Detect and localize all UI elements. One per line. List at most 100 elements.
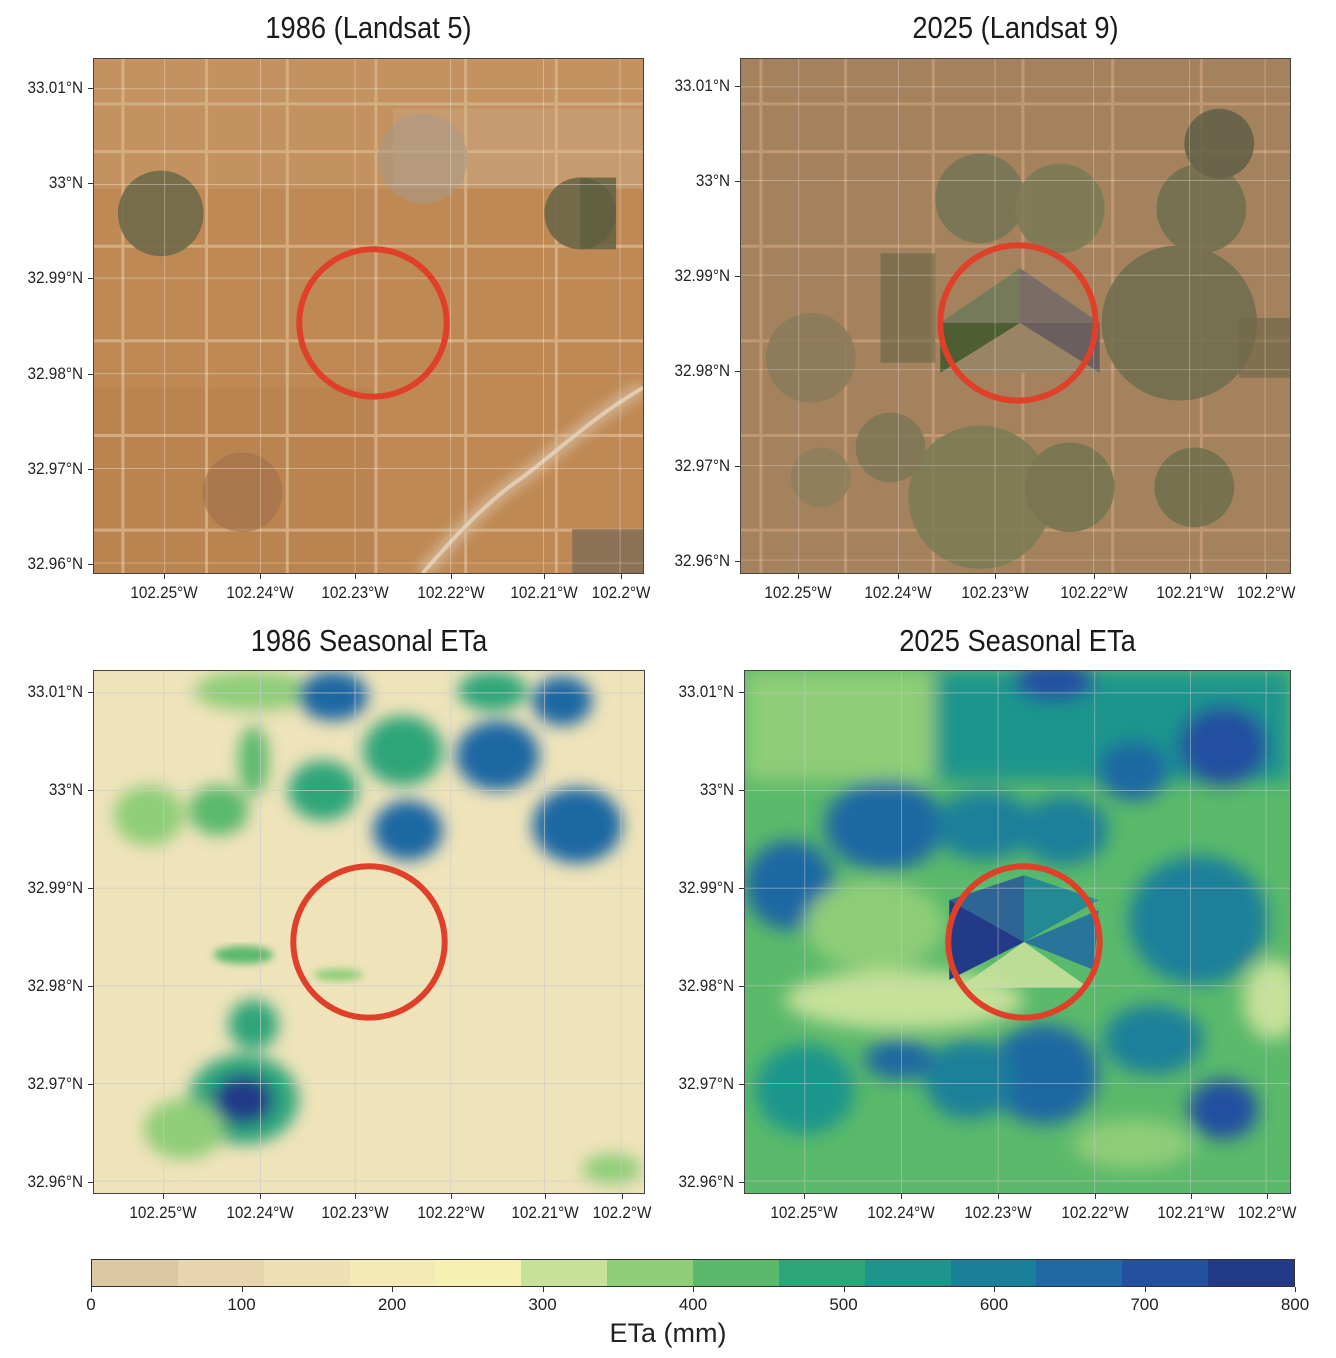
colorbar-tick-mark (241, 1287, 243, 1292)
satellite-map-2025 (740, 58, 1291, 574)
lon-tick-mark (1095, 1194, 1096, 1199)
lon-tick-label: 102.25°W (770, 1203, 838, 1222)
colorbar-tick-label: 700 (1130, 1295, 1159, 1314)
lon-tick-label: 102.21°W (510, 583, 578, 602)
lon-tick-mark (1266, 574, 1267, 579)
lon-tick-label: 102.22°W (417, 1203, 485, 1222)
lat-tick-mark (88, 183, 93, 185)
colorbar-tick-label: 0 (86, 1295, 96, 1314)
colorbar-segment (693, 1260, 779, 1286)
lat-tick-label: 32.97°N (674, 456, 730, 475)
lon-tick-label: 102.2°W (592, 1203, 652, 1222)
lat-tick-label: 32.99°N (27, 878, 84, 897)
colorbar (91, 1259, 1295, 1287)
lat-tick-mark (735, 86, 740, 87)
lat-tick-label: 32.98°N (674, 361, 730, 380)
colorbar-segment (1036, 1260, 1123, 1286)
lon-tick-mark (804, 1194, 805, 1199)
colorbar-tick-mark (994, 1287, 995, 1292)
lat-tick-label: 32.98°N (27, 976, 84, 995)
lat-tick-label: 32.97°N (27, 1074, 84, 1093)
lon-tick-mark (544, 574, 545, 579)
lat-tick-mark (739, 692, 744, 693)
lon-tick-label: 102.2°W (1236, 583, 1296, 602)
panel-title-eta1986: 1986 Seasonal ETa (250, 623, 488, 658)
lon-tick-mark (995, 574, 996, 579)
lon-tick-mark (898, 574, 899, 579)
lat-tick-mark (739, 790, 744, 791)
panel-title-eta2025: 2025 Seasonal ETa (899, 623, 1136, 658)
lat-tick-label: 32.97°N (27, 458, 84, 478)
lon-tick-mark (798, 574, 799, 579)
lat-tick-label: 33.01°N (27, 682, 84, 701)
colorbar-tick-label: 100 (227, 1295, 256, 1314)
lon-tick-label: 102.23°W (321, 583, 389, 602)
lon-tick-mark (451, 1194, 452, 1199)
lat-tick-label: 32.97°N (678, 1074, 734, 1093)
lon-tick-label: 102.23°W (964, 1203, 1032, 1222)
lat-tick-mark (88, 468, 93, 470)
colorbar-tick-mark (1144, 1287, 1146, 1292)
lat-tick-mark (735, 276, 740, 277)
lat-tick-mark (88, 692, 93, 693)
colorbar-segment (92, 1260, 178, 1286)
colorbar-tick-mark (542, 1287, 544, 1292)
lat-tick-mark (88, 790, 93, 791)
lon-tick-mark (545, 1194, 546, 1199)
lat-tick-label: 32.99°N (27, 268, 84, 288)
lon-tick-mark (1190, 574, 1191, 579)
lat-tick-label: 32.98°N (678, 976, 734, 995)
lon-tick-label: 102.23°W (321, 1203, 389, 1222)
highlight-circle (945, 863, 1103, 1021)
lon-tick-mark (163, 1194, 164, 1199)
colorbar-tick-label: 500 (829, 1295, 858, 1314)
lat-tick-mark (739, 1084, 744, 1085)
colorbar-tick-mark (693, 1287, 694, 1292)
lon-tick-label: 102.21°W (1156, 583, 1224, 602)
lon-tick-mark (622, 1194, 623, 1199)
lon-tick-label: 102.24°W (226, 1203, 294, 1222)
colorbar-segment (349, 1260, 436, 1286)
highlight-circle (290, 863, 448, 1021)
lon-tick-mark (901, 1194, 902, 1199)
lat-tick-label: 33.01°N (27, 78, 84, 97)
lat-tick-label: 32.99°N (678, 878, 734, 897)
lat-tick-mark (739, 986, 744, 987)
lat-tick-mark (88, 373, 93, 375)
colorbar-tick-mark (91, 1287, 92, 1292)
lon-tick-label: 102.25°W (129, 1203, 197, 1222)
colorbar-tick-label: 600 (979, 1295, 1009, 1314)
lon-tick-mark (260, 574, 261, 579)
lat-tick-mark (88, 564, 93, 565)
lat-tick-label: 32.99°N (674, 266, 730, 285)
colorbar-tick-label: 200 (377, 1295, 407, 1314)
colorbar-segment (607, 1260, 694, 1286)
lat-tick-label: 33°N (699, 780, 734, 799)
colorbar-segment (778, 1260, 865, 1286)
lat-tick-mark (735, 371, 740, 372)
lat-tick-mark (735, 181, 740, 182)
lat-tick-label: 33.01°N (678, 682, 734, 701)
lon-tick-label: 102.24°W (864, 583, 932, 602)
eta-map-2025 (744, 670, 1291, 1194)
lon-tick-mark (998, 1194, 999, 1199)
lon-tick-label: 102.23°W (961, 583, 1029, 602)
lat-tick-mark (88, 278, 93, 280)
lon-tick-mark (451, 574, 452, 579)
lon-tick-label: 102.24°W (226, 583, 294, 602)
lat-tick-mark (88, 986, 93, 987)
lat-tick-mark (735, 466, 740, 467)
colorbar-segment (864, 1260, 951, 1286)
lat-tick-mark (88, 1084, 93, 1085)
colorbar-segment (950, 1260, 1037, 1286)
highlight-circle (937, 242, 1099, 404)
lon-tick-mark (1267, 1194, 1268, 1199)
colorbar-segment (435, 1260, 522, 1286)
satellite-map-1986 (93, 58, 644, 574)
lon-tick-mark (355, 1194, 356, 1199)
lon-tick-label: 102.2°W (1237, 1203, 1297, 1222)
lon-tick-label: 102.25°W (130, 583, 198, 602)
lat-tick-label: 33°N (695, 171, 730, 190)
lon-tick-label: 102.22°W (1060, 583, 1128, 602)
lat-tick-label: 32.96°N (678, 1172, 734, 1191)
